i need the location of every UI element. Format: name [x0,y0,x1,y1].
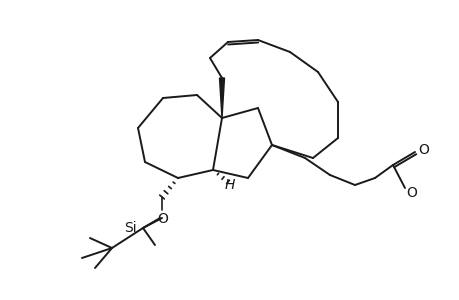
Polygon shape [219,78,224,118]
Text: O: O [417,143,428,157]
Text: O: O [405,186,416,200]
Text: O: O [157,212,168,226]
Text: Si: Si [124,221,137,235]
Text: H: H [224,178,235,192]
